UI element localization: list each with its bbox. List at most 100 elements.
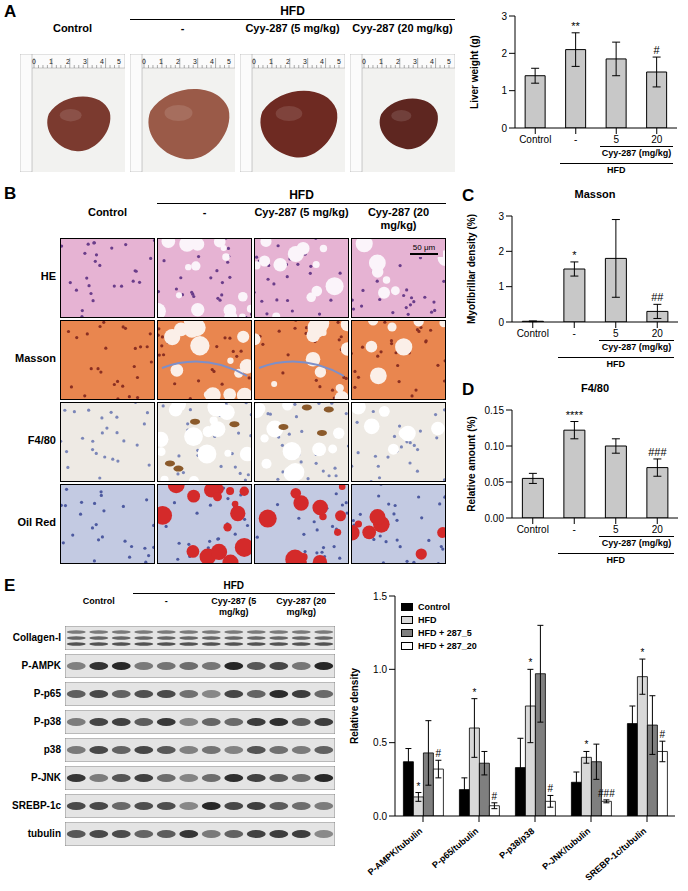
html-text:F4/80: F4/80 — [580, 382, 610, 394]
svg-text:1: 1 — [501, 85, 507, 96]
svg-text:P-p65/tubulin: P-p65/tubulin — [430, 826, 480, 870]
svg-text:1: 1 — [49, 58, 53, 65]
html-text:B: B — [4, 184, 17, 203]
svg-text:2: 2 — [66, 58, 70, 65]
svg-text:###: ### — [598, 788, 615, 799]
svg-text:Control: Control — [517, 524, 549, 534]
svg-text:20: 20 — [651, 134, 663, 144]
svg-text:3: 3 — [413, 58, 417, 65]
svg-text:3: 3 — [501, 11, 507, 22]
svg-text:2: 2 — [396, 58, 400, 65]
svg-text:-: - — [574, 134, 577, 144]
svg-text:1.5: 1.5 — [373, 591, 387, 602]
html-text:P-p65: P-p65 — [33, 688, 61, 699]
svg-text:#: # — [548, 783, 554, 794]
svg-text:5: 5 — [613, 524, 619, 534]
svg-text:*: * — [472, 687, 476, 698]
svg-text:2: 2 — [176, 58, 180, 65]
svg-text:0.05: 0.05 — [485, 477, 505, 488]
svg-text:1: 1 — [498, 281, 504, 292]
html-text:Control: Control — [87, 206, 127, 218]
svg-text:5: 5 — [337, 58, 341, 65]
svg-text:#: # — [660, 729, 666, 740]
html-text:C: C — [462, 186, 475, 205]
svg-text:Control: Control — [519, 134, 551, 144]
html-text:Cyy-287 (5 mg/kg): Cyy-287 (5 mg/kg) — [254, 206, 349, 218]
html-text:Cyy-287 (20 mg/kg): Cyy-287 (20 mg/kg) — [367, 206, 430, 231]
svg-text:0.15: 0.15 — [485, 405, 505, 416]
svg-text:3: 3 — [193, 58, 197, 65]
html-text:E: E — [4, 576, 16, 595]
html-text:F4/80: F4/80 — [27, 434, 56, 446]
svg-text:*: * — [640, 647, 644, 658]
svg-text:5: 5 — [613, 328, 619, 338]
svg-text:****: **** — [566, 409, 584, 421]
html-text:Myofibrillar density (%): Myofibrillar density (%) — [466, 214, 477, 324]
svg-text:5: 5 — [227, 58, 231, 65]
html-text:HFD: HFD — [289, 188, 314, 202]
svg-text:**: ** — [571, 20, 580, 32]
svg-text:3: 3 — [83, 58, 87, 65]
svg-text:5: 5 — [447, 58, 451, 65]
svg-text:4: 4 — [210, 58, 214, 65]
html-text:Collagen-I: Collagen-I — [12, 632, 61, 643]
html-text:P-p38: P-p38 — [33, 716, 61, 727]
svg-text:4: 4 — [100, 58, 104, 65]
svg-text:Control: Control — [517, 328, 549, 338]
html-text:HFD: HFD — [280, 4, 305, 18]
svg-text:20: 20 — [652, 524, 664, 534]
html-text:A: A — [4, 2, 17, 21]
svg-text:P-JNK/tubulin: P-JNK/tubulin — [540, 826, 592, 872]
svg-text:2: 2 — [501, 48, 507, 59]
svg-text:0: 0 — [498, 317, 504, 328]
svg-text:1: 1 — [379, 58, 383, 65]
svg-text:3: 3 — [498, 211, 504, 222]
svg-text:4: 4 — [430, 58, 434, 65]
html-text:Cyy-287 (20 mg/kg): Cyy-287 (20 mg/kg) — [276, 596, 327, 617]
html-text:P-AMPK: P-AMPK — [21, 660, 61, 671]
svg-text:50 μm: 50 μm — [413, 243, 436, 252]
svg-text:5: 5 — [117, 58, 121, 65]
svg-text:#: # — [436, 748, 442, 759]
svg-text:#: # — [654, 44, 661, 56]
svg-text:0.0: 0.0 — [373, 811, 387, 822]
html-text:p38: p38 — [43, 744, 61, 755]
svg-text:1.0: 1.0 — [373, 664, 387, 675]
svg-text:1: 1 — [159, 58, 163, 65]
svg-text:3: 3 — [303, 58, 307, 65]
html-text:Masson: Masson — [15, 352, 56, 364]
svg-text:*: * — [572, 249, 577, 261]
html-text:Cyy-287 (5 mg/kg): Cyy-287 (5 mg/kg) — [245, 22, 340, 34]
svg-text:1: 1 — [269, 58, 273, 65]
svg-text:0.00: 0.00 — [485, 513, 505, 524]
svg-text:0.5: 0.5 — [373, 737, 387, 748]
svg-text:SREBP-1c/tubulin: SREBP-1c/tubulin — [583, 826, 648, 882]
svg-text:#: # — [492, 791, 498, 802]
svg-text:*: * — [528, 657, 532, 668]
svg-text:*: * — [584, 739, 588, 750]
svg-text:*: * — [416, 781, 420, 792]
svg-text:##: ## — [651, 291, 664, 303]
svg-text:2: 2 — [498, 246, 504, 257]
svg-text:-: - — [573, 524, 576, 534]
svg-text:0.10: 0.10 — [485, 441, 505, 452]
svg-text:###: ### — [648, 446, 667, 458]
html-text:Control: Control — [52, 22, 92, 34]
html-text:Liver weight (g): Liver weight (g) — [469, 35, 480, 109]
html-text:Cyy-287 (20 mg/kg): Cyy-287 (20 mg/kg) — [352, 22, 453, 34]
svg-text:2: 2 — [286, 58, 290, 65]
html-text:Oil Red: Oil Red — [17, 516, 56, 528]
html-text:HE: HE — [40, 270, 56, 282]
svg-text:P-AMPK/tubulin: P-AMPK/tubulin — [366, 826, 425, 877]
svg-text:-: - — [573, 328, 576, 338]
html-text:D: D — [462, 380, 475, 399]
html-text:Relative amount (%): Relative amount (%) — [466, 416, 477, 512]
html-text:HFD: HFD — [223, 580, 244, 591]
html-text:Cyy-287 (5 mg/kg): Cyy-287 (5 mg/kg) — [211, 596, 257, 617]
html-text:Masson: Masson — [574, 188, 616, 200]
svg-text:P-p38/p38: P-p38/p38 — [497, 826, 536, 861]
svg-text:0: 0 — [501, 123, 507, 134]
svg-text:5: 5 — [613, 134, 619, 144]
svg-text:20: 20 — [652, 328, 664, 338]
svg-text:4: 4 — [320, 58, 324, 65]
